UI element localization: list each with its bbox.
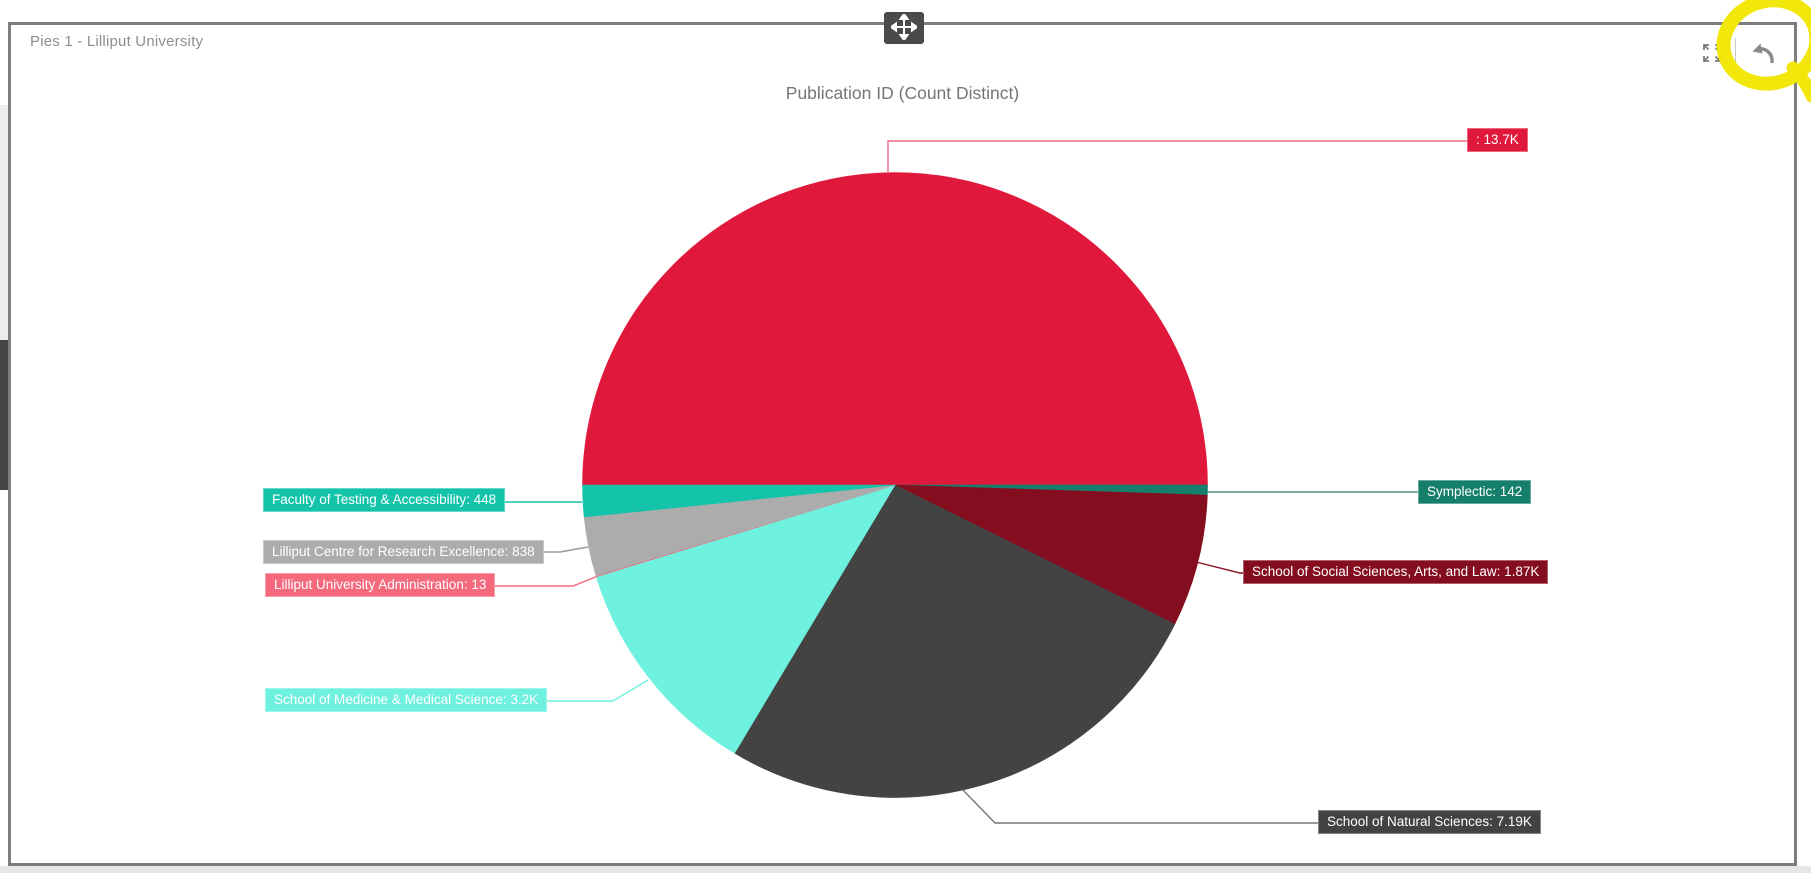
slice-label-symplectic[interactable]: Symplectic: 142 [1418,480,1532,504]
leader-line [470,575,599,587]
toolbar-divider [1735,38,1736,70]
undo-button[interactable] [1746,37,1780,72]
move-handle[interactable] [884,11,924,44]
expand-button[interactable] [1699,40,1725,69]
page-edge-dark-strip [0,340,8,490]
leader-line [961,788,1332,824]
pie-slice-7[interactable] [582,484,896,518]
pie-slice-2[interactable] [894,484,1208,625]
window-toolbar [1699,31,1780,77]
slice-label-social-sciences[interactable]: School of Social Sciences, Arts, and Law… [1243,560,1549,584]
page-edge-light-strip [0,105,8,340]
slice-label-research-excellence[interactable]: Lilliput Centre for Research Excellence:… [263,540,544,564]
slice-label-administration[interactable]: Lilliput University Administration: 13 [265,573,496,597]
slice-label-medicine[interactable]: School of Medicine & Medical Science: 3.… [265,688,548,712]
slice-label-testing-accessibility[interactable]: Faculty of Testing & Accessibility: 448 [263,488,506,512]
window-title: Pies 1 - Lilliput University [30,33,204,50]
undo-icon [1748,39,1778,70]
pie-slice-0[interactable] [582,172,1208,486]
chart-title: Publication ID (Count Distinct) [785,83,1020,103]
pie-slice-4[interactable] [595,484,896,754]
leader-line [523,679,649,702]
expand-icon [1701,42,1723,67]
slice-label-natural-sciences[interactable]: School of Natural Sciences: 7.19K [1318,810,1541,834]
leader-line [887,140,1480,172]
move-icon [889,11,919,43]
pie-slice-3[interactable] [734,484,1176,798]
page-bottom-strip [0,866,1811,873]
slice-label-13-7k[interactable]: : 13.7K [1467,128,1528,152]
